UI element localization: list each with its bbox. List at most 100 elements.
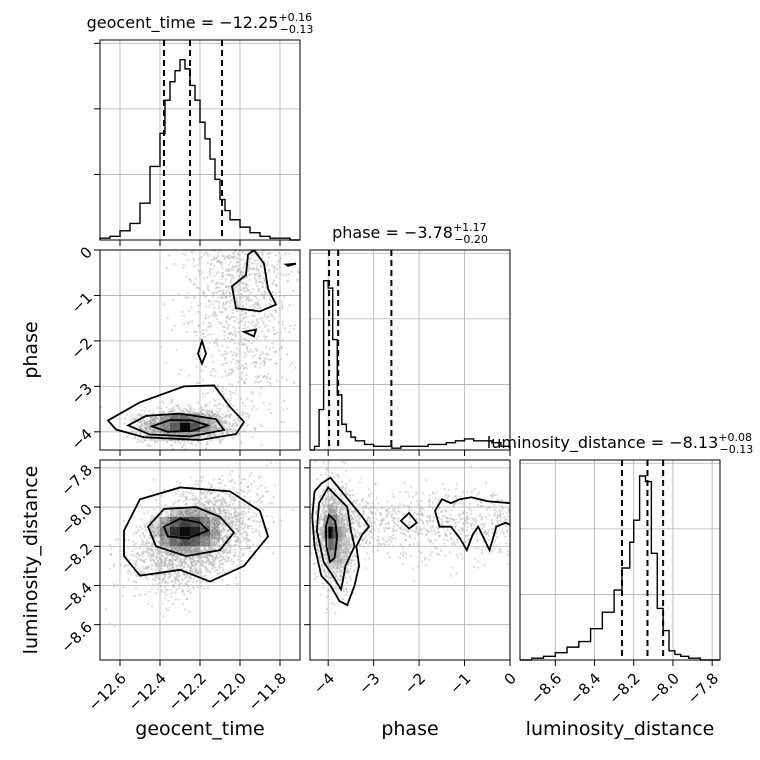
sample-point [216, 344, 219, 347]
sample-point [125, 554, 128, 558]
sample-point [225, 508, 229, 511]
sample-point [238, 349, 241, 352]
density-cell [140, 413, 150, 423]
panel-phase-vs-geocent_time: −4−3−2−10 [68, 243, 301, 456]
sample-point [230, 521, 233, 524]
sample-point [228, 423, 232, 426]
sample-point [237, 419, 240, 422]
sample-point [233, 511, 236, 514]
sample-point [225, 316, 228, 319]
sample-point [228, 390, 232, 393]
sample-point [198, 486, 201, 489]
sample-point [165, 441, 168, 444]
sample-point [226, 346, 230, 349]
sample-point [158, 544, 161, 547]
sample-point [257, 375, 260, 378]
sample-point [229, 273, 232, 276]
sample-point [200, 370, 204, 373]
sample-point [235, 295, 238, 298]
sample-point [160, 567, 164, 571]
sample-point [199, 302, 202, 305]
sample-point [211, 280, 214, 283]
sample-point [188, 309, 191, 312]
sample-point [221, 422, 224, 425]
sample-point [258, 304, 261, 307]
sample-point [198, 510, 201, 513]
sample-point [259, 274, 262, 278]
sample-point [207, 333, 210, 336]
sample-point [236, 301, 240, 304]
sample-point [229, 413, 232, 416]
sample-point [186, 417, 190, 420]
sample-point [108, 622, 111, 625]
sample-point [208, 411, 211, 414]
sample-point [227, 535, 230, 539]
sample-point [250, 390, 254, 394]
sample-point [225, 374, 228, 377]
sample-point [229, 316, 232, 320]
sample-point [200, 255, 203, 259]
sample-point [183, 417, 186, 420]
sample-point [207, 391, 210, 394]
sample-point [147, 551, 150, 554]
sample-point [207, 524, 210, 527]
sample-point [202, 408, 205, 411]
sample-point [135, 525, 138, 528]
sample-point [255, 362, 258, 365]
sample-point [221, 344, 224, 347]
sample-point [256, 302, 260, 305]
sample-point [134, 531, 137, 534]
sample-point [259, 353, 262, 357]
sample-point [235, 385, 238, 388]
sample-point [269, 377, 272, 380]
sample-point [254, 301, 257, 305]
sample-point [234, 428, 237, 431]
sample-point [224, 388, 228, 391]
sample-point [282, 421, 285, 424]
sample-point [125, 413, 128, 416]
sample-point [253, 305, 256, 308]
sample-point [155, 499, 158, 502]
sample-point [162, 560, 165, 563]
sample-point [157, 529, 160, 532]
sample-point [242, 316, 245, 320]
sample-point [241, 343, 244, 346]
sample-point [235, 297, 238, 300]
sample-point [221, 404, 225, 407]
sample-point [210, 540, 213, 543]
sample-point [236, 294, 240, 297]
sample-point [248, 261, 251, 264]
sample-point [159, 585, 162, 588]
sample-point [226, 410, 230, 413]
sample-point [221, 354, 224, 357]
sample-point [180, 492, 183, 495]
sample-point [171, 514, 174, 517]
sample-point [181, 567, 184, 570]
sample-point [150, 415, 153, 419]
sample-point [218, 487, 221, 490]
sample-point [196, 585, 199, 588]
sample-point [278, 265, 281, 268]
sample-point [224, 309, 227, 312]
sample-point [236, 352, 239, 355]
sample-point [197, 382, 200, 385]
sample-point [231, 358, 235, 361]
sample-point [230, 396, 233, 399]
sample-point [212, 246, 214, 248]
sample-point [228, 503, 231, 506]
sample-point [227, 285, 231, 288]
sample-point [190, 442, 194, 446]
sample-point [190, 417, 194, 421]
sample-point [166, 510, 169, 514]
sample-point [145, 429, 148, 433]
sample-point [153, 535, 156, 539]
sample-point [177, 293, 180, 296]
sample-point [219, 441, 222, 444]
sample-point [202, 492, 205, 495]
sample-point [155, 564, 158, 567]
sample-point [221, 431, 225, 434]
sample-point [247, 321, 250, 324]
sample-point [212, 368, 215, 371]
sample-point [235, 245, 237, 247]
sample-point [246, 492, 249, 495]
